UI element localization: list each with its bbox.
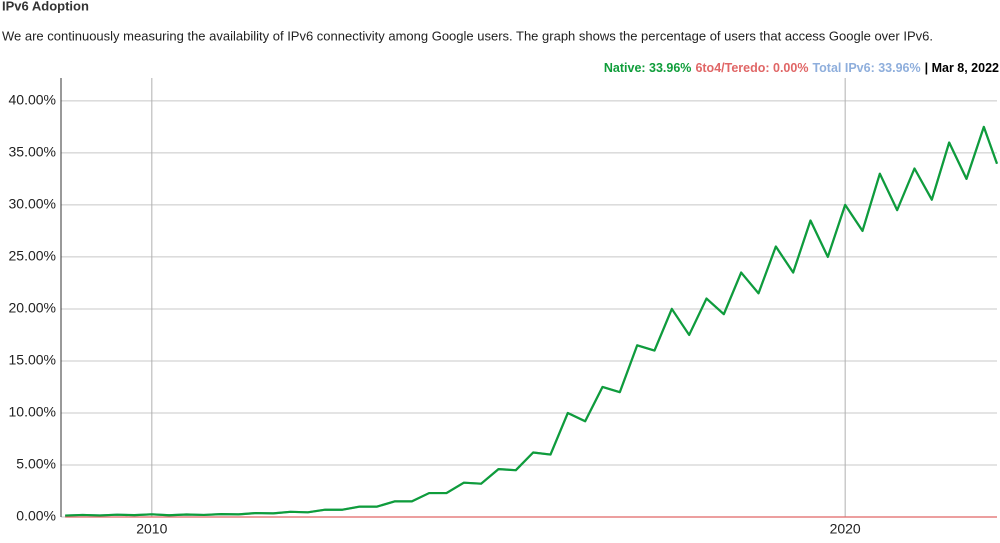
chart-title: IPv6 Adoption [2,0,89,13]
series-line [65,125,999,517]
y-tick-label: 0.00% [16,508,56,524]
y-tick-label: 10.00% [9,404,56,420]
x-tick-label: 2010 [136,521,167,537]
y-tick-label: 40.00% [9,92,56,108]
legend-entry: Total IPv6: 33.96% [812,61,920,75]
y-tick-label: 35.00% [9,144,56,160]
y-tick-label: 15.00% [9,352,56,368]
chart-subtitle: We are continuously measuring the availa… [2,28,933,43]
y-tick-label: 20.00% [9,300,56,316]
series-line [65,125,999,517]
y-tick-label: 5.00% [16,456,56,472]
y-tick-label: 30.00% [9,196,56,212]
x-tick-label: 2020 [830,521,861,537]
legend-entry: Native: 33.96% [604,61,692,75]
legend-date: | Mar 8, 2022 [925,61,999,75]
legend-entry: 6to4/Teredo: 0.00% [695,61,808,75]
legend: Native: 33.96% 6to4/Teredo: 0.00% Total IP… [604,61,999,75]
y-tick-label: 25.00% [9,248,56,264]
